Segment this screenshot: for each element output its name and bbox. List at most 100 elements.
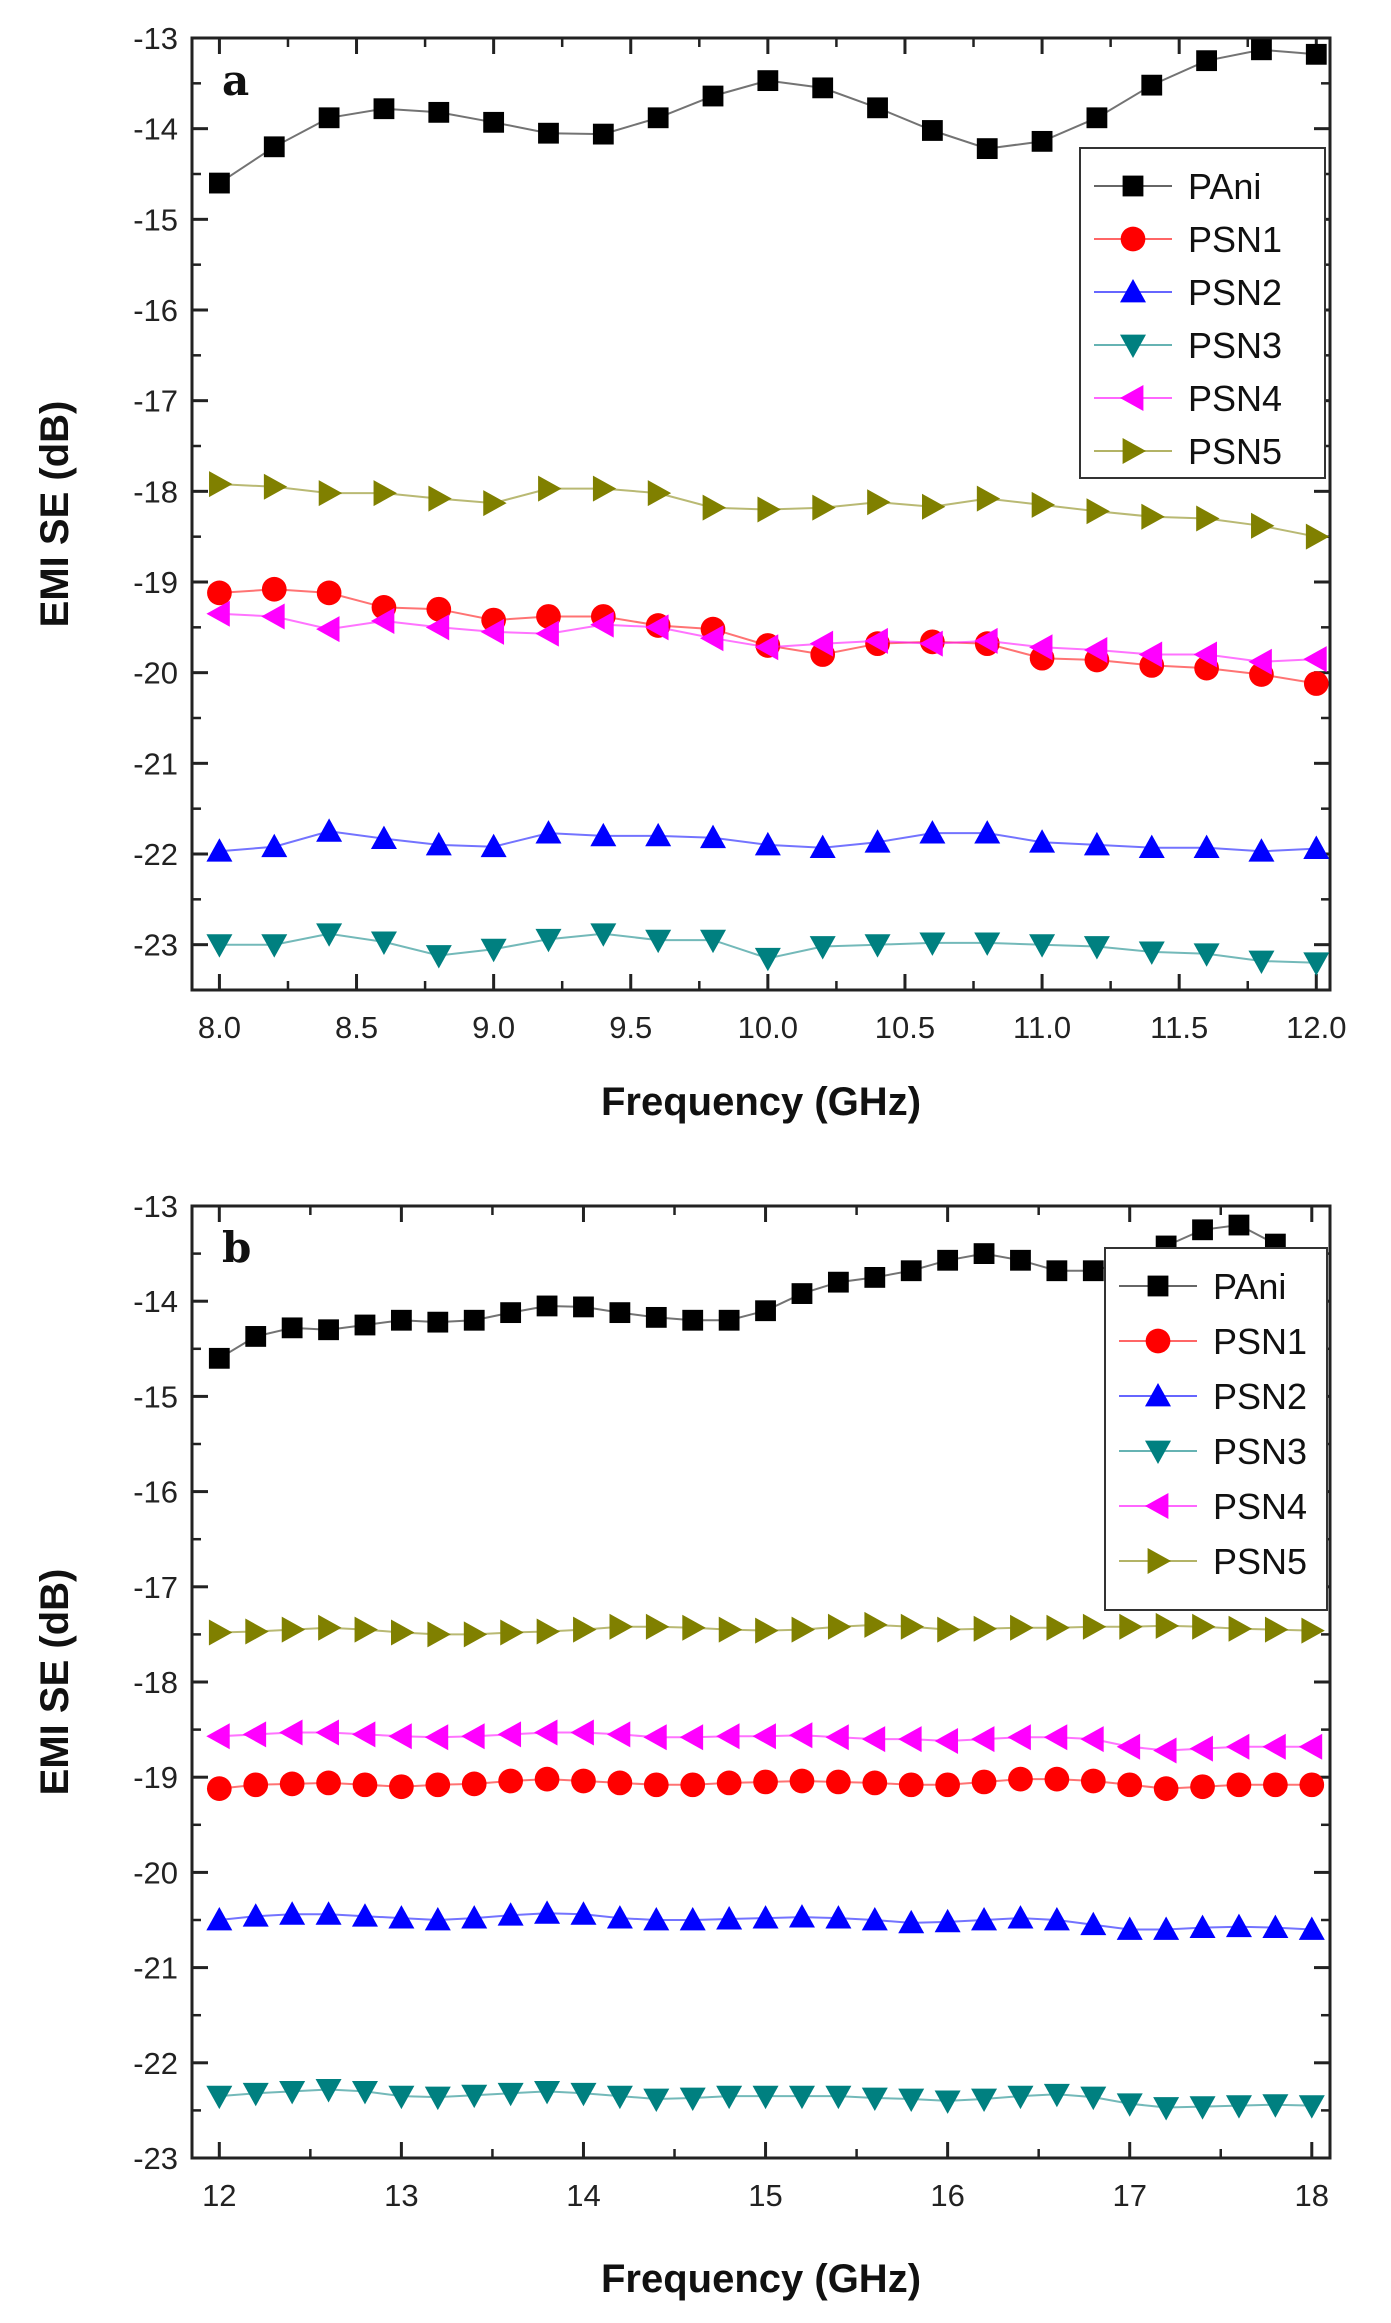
data-point-psn2 [898,1909,925,1934]
y-tick-label: -13 [133,1189,178,1224]
legend-marker-psn3 [1120,334,1146,358]
data-point-psn3 [1083,936,1110,960]
y-tick-label: -14 [133,112,178,147]
data-point-psn5 [373,480,397,507]
legend-item-psn2: PSN2 [1094,272,1282,313]
data-point-psn2 [497,1902,524,1926]
data-point-pani [867,97,888,119]
data-point-pani [718,1309,740,1331]
y-tick-label: -22 [133,837,178,872]
data-point-psn4 [1189,1735,1213,1762]
legend-item-psn2: PSN2 [1119,1376,1307,1417]
data-point-psn2 [754,831,781,856]
data-point-pani [1082,1260,1104,1282]
data-point-psn3 [279,2080,306,2105]
panel-a-axes: 8.0 8.5 9.0 9.5 10.0 10.5 11.0 11.5 12.0 -13 -14 -1… [133,21,1346,1045]
data-point-psn1 [971,1769,997,1795]
data-point-psn3 [461,2084,488,2109]
data-point-psn1 [1153,1776,1179,1801]
data-point-psn5 [318,480,343,507]
data-point-psn5 [209,471,233,498]
data-point-psn4 [1193,641,1218,668]
data-point-psn5 [1192,1613,1216,1640]
data-point-psn4 [424,1724,449,1751]
data-point-psn4 [279,1719,303,1746]
y-tick-label: -14 [133,1284,178,1319]
data-point-psn1 [352,1772,378,1798]
legend-marker-psn5 [1122,438,1146,464]
data-point-psn1 [862,1770,888,1796]
data-point-pani [208,1347,230,1369]
y-tick-label: -21 [133,1951,178,1986]
legend-marker-psn3 [1145,1440,1171,1464]
data-point-psn4 [206,1723,230,1750]
data-point-psn1 [207,580,232,606]
y-tick-label: -16 [133,1475,178,1510]
data-point-pani [937,1249,959,1271]
data-point-psn2 [461,1905,488,1929]
data-point-psn4 [1116,1733,1141,1760]
x-tick-label: 8.5 [335,1010,378,1045]
y-tick-label: -23 [133,928,178,963]
data-point-psn5 [1155,1612,1180,1639]
data-point-psn3 [1153,2097,1180,2121]
data-point-psn2 [1303,835,1330,859]
data-point-psn5 [536,1618,561,1645]
data-point-psn5 [428,485,452,512]
data-point-psn4 [1248,648,1272,675]
data-point-psn1 [753,1769,778,1795]
legend-marker-psn4 [1120,385,1144,411]
data-point-psn5 [592,475,617,502]
data-point-pani [1305,43,1327,65]
data-point-psn5 [973,1615,998,1642]
data-point-pani [812,77,834,99]
data-point-pani [609,1302,631,1324]
data-point-psn1 [426,596,452,622]
data-point-psn5 [1119,1613,1143,1640]
data-point-psn2 [1248,838,1275,862]
legend-marker-psn5 [1147,1548,1171,1574]
data-point-psn3 [370,931,397,955]
y-tick-label: -18 [133,1665,178,1700]
data-point-psn4 [788,1722,813,1749]
data-point-pani [791,1283,813,1304]
data-point-psn5 [538,475,562,502]
data-point-psn4 [934,1728,959,1755]
data-point-psn1 [1190,1774,1215,1800]
data-point-psn4 [388,1723,412,1750]
x-tick-label: 12 [202,2178,236,2213]
data-point-psn2 [534,1900,561,1924]
data-point-psn5 [281,1616,306,1643]
x-tick-label: 10.5 [875,1010,935,1045]
data-point-psn4 [864,627,888,654]
data-point-psn1 [935,1772,960,1798]
legend-label: PAni [1188,166,1261,207]
x-tick-label: 14 [566,2178,600,2213]
data-point-psn5 [900,1613,925,1640]
series-psn5 [209,471,1330,550]
data-point-psn2 [242,1903,269,1927]
data-point-psn4 [590,611,614,638]
series-psn2 [206,1900,1325,1940]
data-point-psn1 [789,1768,815,1794]
legend-label: PSN4 [1188,378,1282,419]
data-point-psn5 [1046,1614,1070,1641]
data-point-psn4 [716,1723,740,1750]
data-point-psn5 [463,1621,488,1648]
data-point-psn5 [483,490,507,517]
data-point-psn3 [261,934,288,958]
data-point-pani [900,1260,922,1282]
y-tick-label: -17 [133,1570,178,1605]
data-point-psn3 [1248,950,1275,974]
data-point-psn4 [351,1721,376,1748]
panel-b-label: b [222,1223,251,1272]
data-point-psn3 [206,2085,233,2110]
data-point-psn1 [1299,1772,1325,1798]
legend-marker-pani [1122,175,1144,197]
data-point-psn2 [1153,1916,1180,1940]
data-point-psn3 [590,923,617,947]
data-point-psn5 [609,1613,633,1640]
data-point-psn2 [679,1907,706,1931]
data-point-psn3 [861,2087,888,2112]
